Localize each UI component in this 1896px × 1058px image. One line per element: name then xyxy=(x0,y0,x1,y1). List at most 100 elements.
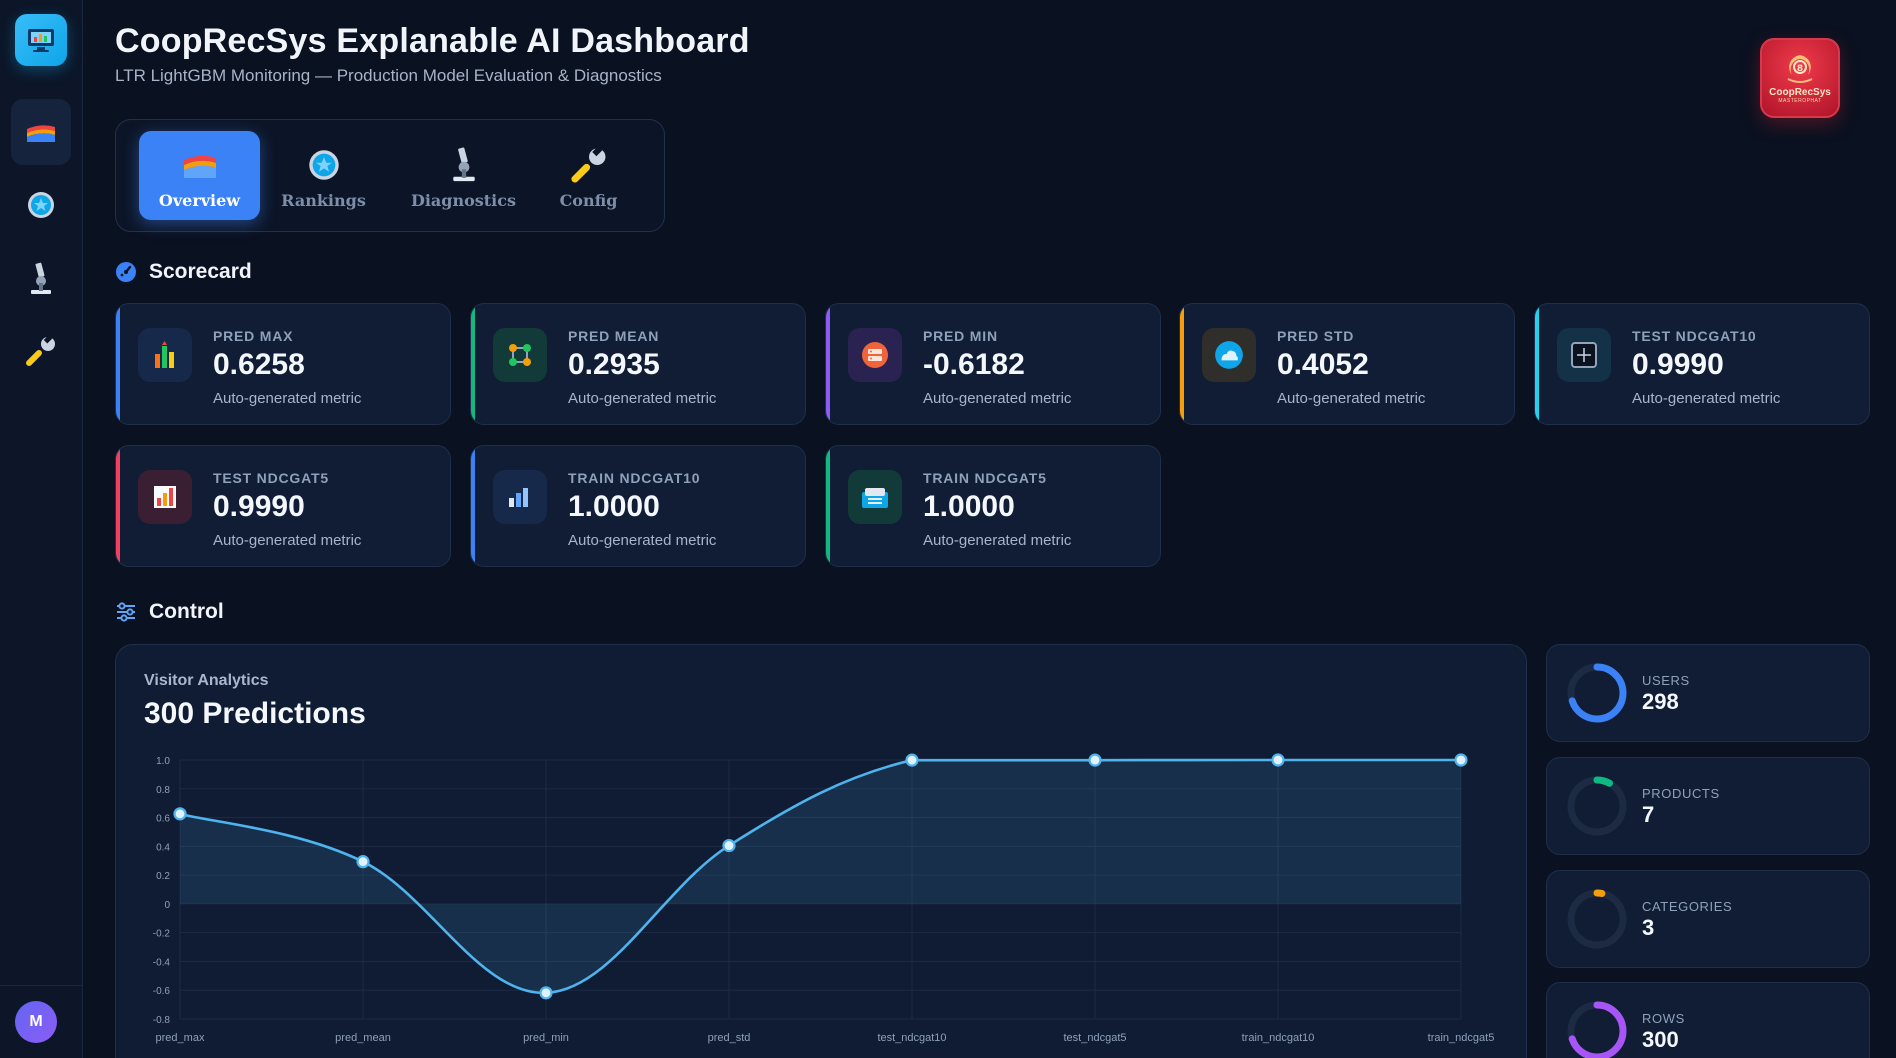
page-subtitle: LTR LightGBM Monitoring — Production Mod… xyxy=(115,66,662,85)
stat-value: 7 xyxy=(1642,802,1655,827)
donut-arc xyxy=(1567,776,1627,836)
y-tick-label: -0.8 xyxy=(153,1015,171,1026)
card-value: 0.4052 xyxy=(1277,348,1369,381)
tab-config[interactable]: Config xyxy=(536,131,641,220)
stat-card-users: USERS 298 xyxy=(1546,644,1870,742)
sidebar-item-overview[interactable] xyxy=(11,99,71,165)
card-value: 1.0000 xyxy=(568,490,660,523)
stat-label: ROWS xyxy=(1642,1011,1685,1026)
card-description: Auto-generated metric xyxy=(923,390,1072,407)
data-point xyxy=(722,838,736,853)
x-tick-label: pred_min xyxy=(523,1032,569,1044)
data-point xyxy=(356,855,370,869)
y-tick-label: -0.4 xyxy=(153,957,171,968)
card-value: 0.9990 xyxy=(1632,348,1724,381)
donut-arc xyxy=(1567,1001,1627,1058)
card-label: TRAIN NDCGAT5 xyxy=(923,470,1047,486)
x-tick-label: pred_max xyxy=(156,1032,205,1044)
wrench-icon xyxy=(26,335,55,366)
gauge-icon xyxy=(116,262,136,282)
section-title: Scorecard xyxy=(149,260,252,283)
area-fill xyxy=(180,760,1461,993)
card-label: TEST NDCGAT5 xyxy=(213,470,329,486)
y-tick-label: -0.2 xyxy=(153,929,171,940)
card-value: -0.6182 xyxy=(923,348,1025,381)
metric-card-train-ndcgat5: TRAIN NDCGAT5 1.0000 Auto-generated metr… xyxy=(825,445,1161,567)
microscope-icon xyxy=(31,262,51,294)
sidebar-divider xyxy=(0,985,83,986)
metric-card-test-ndcgat5: TEST NDCGAT5 0.9990 Auto-generated metri… xyxy=(115,445,451,567)
card-description: Auto-generated metric xyxy=(923,532,1072,549)
donut-gauge xyxy=(1567,663,1627,723)
tab-diagnostics[interactable]: Diagnostics xyxy=(401,131,526,220)
data-point xyxy=(1088,753,1102,767)
donut-gauge xyxy=(1567,776,1627,836)
app-logo-icon[interactable] xyxy=(15,14,67,66)
card-value: 0.9990 xyxy=(213,490,305,523)
cloud-icon xyxy=(1215,341,1243,369)
stat-label: PRODUCTS xyxy=(1642,786,1720,801)
stat-value: 3 xyxy=(1642,915,1655,940)
metric-card-pred-mean: PRED MEAN 0.2935 Auto-generated metric xyxy=(470,303,806,425)
tab-label: Diagnostics xyxy=(410,191,517,210)
card-icon xyxy=(138,470,192,524)
star-badge-icon xyxy=(28,192,54,218)
database-icon xyxy=(862,488,888,508)
page-title: CoopRecSys Explanable AI Dashboard xyxy=(115,22,750,60)
card-description: Auto-generated metric xyxy=(213,532,362,549)
data-point xyxy=(1271,753,1285,767)
donut-gauge xyxy=(1567,1001,1627,1058)
section-control: Control xyxy=(115,600,224,624)
card-description: Auto-generated metric xyxy=(1632,390,1781,407)
card-value: 1.0000 xyxy=(923,490,1015,523)
card-icon xyxy=(1202,328,1256,382)
sliders-icon xyxy=(117,602,135,622)
sidebar-item-diagnostics[interactable] xyxy=(11,246,71,312)
data-point xyxy=(1454,753,1468,767)
card-icon xyxy=(493,470,547,524)
card-icon xyxy=(848,328,902,382)
card-label: TRAIN NDCGAT10 xyxy=(568,470,701,486)
series-line xyxy=(179,758,1461,995)
section-title: Control xyxy=(149,600,224,623)
tab-label: Overview xyxy=(158,191,241,210)
sidebar-item-config[interactable] xyxy=(11,318,71,384)
chart-bars-icon xyxy=(155,341,174,368)
donut-gauge xyxy=(1567,889,1627,949)
line-chart[interactable]: 1.0 0.8 0.6 0.4 0.2 0 -0.2 -0.4 -0.6 -0.8 pred_max… xyxy=(116,645,1528,1058)
card-description: Auto-generated metric xyxy=(213,390,362,407)
card-accent xyxy=(826,304,830,424)
brand-emblem-icon: 8 xyxy=(1787,54,1813,83)
card-label: PRED MEAN xyxy=(568,328,660,344)
donut-arc xyxy=(1567,889,1627,949)
avatar[interactable]: M xyxy=(15,1001,57,1043)
y-tick-label: 0.6 xyxy=(156,814,170,825)
chart-panel: Visitor Analytics 300 Predictions 1.0 0.8… xyxy=(115,644,1527,1058)
y-tick-label: -0.6 xyxy=(153,986,171,997)
data-point xyxy=(905,753,919,767)
stat-value: 298 xyxy=(1642,689,1679,714)
tab-overview[interactable]: Overview xyxy=(139,131,260,220)
microscope-icon xyxy=(452,147,475,182)
data-point xyxy=(539,986,553,1000)
x-tick-label: test_ndcgat5 xyxy=(1064,1032,1127,1044)
stat-label: USERS xyxy=(1642,673,1690,688)
sidebar-item-rankings[interactable] xyxy=(11,172,71,238)
y-tick-label: 0.8 xyxy=(156,785,170,796)
card-description: Auto-generated metric xyxy=(568,532,717,549)
card-description: Auto-generated metric xyxy=(1277,390,1426,407)
tab-rankings[interactable]: Rankings xyxy=(266,131,381,220)
stat-card-rows: ROWS 300 xyxy=(1546,982,1870,1058)
stat-card-products: PRODUCTS 7 xyxy=(1546,757,1870,855)
card-label: TEST NDCGAT10 xyxy=(1632,328,1757,344)
donut-arc xyxy=(1567,663,1627,723)
data-point xyxy=(173,807,187,821)
x-tick-label: train_ndcgat10 xyxy=(1242,1032,1315,1044)
metric-card-pred-min: PRED MIN -0.6182 Auto-generated metric xyxy=(825,303,1161,425)
column-chart-icon xyxy=(509,488,528,507)
card-description: Auto-generated metric xyxy=(568,390,717,407)
wrench-icon xyxy=(570,146,605,183)
tab-label: Config xyxy=(559,191,618,210)
y-tick-label: 1.0 xyxy=(156,756,170,767)
svg-text:8: 8 xyxy=(1797,64,1803,74)
